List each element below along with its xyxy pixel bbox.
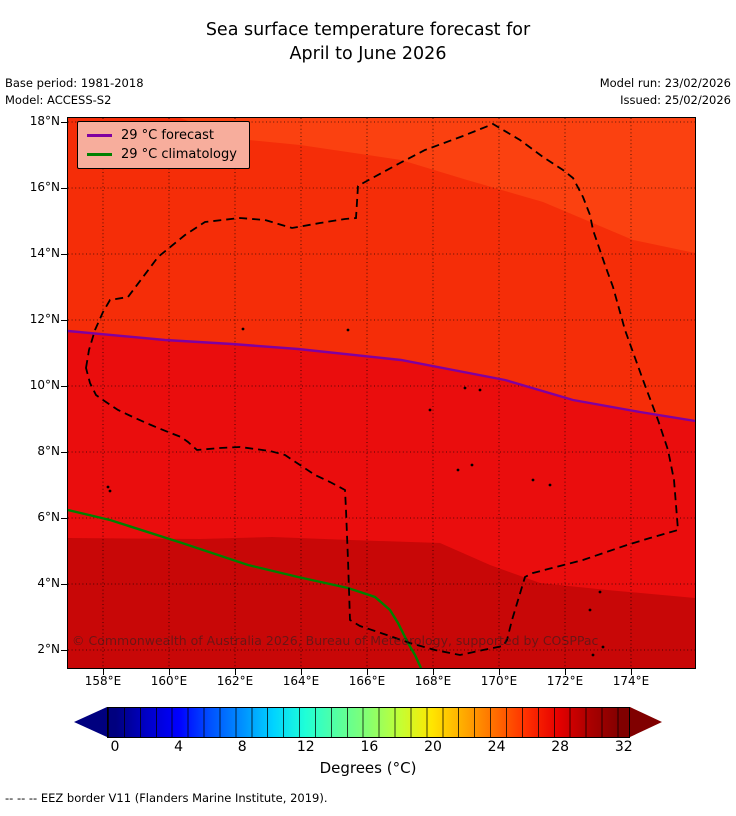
lat-tick: [61, 650, 67, 651]
island-dot: [346, 328, 350, 332]
colorbar-label: Degrees (°C): [319, 759, 417, 777]
island-dot: [531, 478, 535, 482]
copyright-watermark: © Commonwealth of Australia 2026, Bureau…: [72, 633, 599, 648]
colorbar-tick-label: 20: [424, 739, 442, 755]
lon-tick: [565, 669, 566, 675]
legend-row-climatology: 29 °C climatology: [87, 145, 237, 164]
lon-tick: [103, 669, 104, 675]
island-dot: [548, 483, 552, 487]
colorbar-tick-labels: 0 4 8 12 16 20 24 28 32: [74, 738, 662, 758]
legend: 29 °C forecast 29 °C climatology: [77, 121, 250, 169]
lat-tick-label: 12°N: [29, 312, 60, 326]
island-dot: [478, 388, 482, 392]
island-dot: [428, 408, 432, 412]
legend-label-forecast: 29 °C forecast: [121, 128, 214, 143]
lon-tick-label: 170°E: [480, 674, 518, 688]
lon-tick-label: 160°E: [150, 674, 188, 688]
colorbar: 0 4 8 12 16 20 24 28 32: [74, 707, 662, 755]
lat-tick: [61, 518, 67, 519]
colorbar-tick-label: 24: [487, 739, 506, 755]
lat-tick: [61, 254, 67, 255]
lon-tick-label: 174°E: [612, 674, 650, 688]
lon-tick-label: 166°E: [348, 674, 386, 688]
chart-title-line1: Sea surface temperature forecast for: [205, 20, 531, 40]
footer-note: -- -- -- EEZ border V11 (Flanders Marine…: [5, 791, 328, 805]
lat-tick-label: 16°N: [29, 180, 60, 194]
lat-tick-label: 2°N: [37, 642, 60, 656]
lat-tick-label: 6°N: [37, 510, 60, 524]
colorbar-right-arrow: [630, 707, 662, 737]
lat-tick-label: 14°N: [29, 246, 60, 260]
island-dot: [463, 386, 467, 390]
map-plot-area: 29 °C forecast 29 °C climatology © Commo…: [67, 117, 696, 669]
lon-tick: [235, 669, 236, 675]
legend-row-forecast: 29 °C forecast: [87, 126, 237, 145]
lat-tick-label: 18°N: [29, 114, 60, 128]
sst-band-27-28: [180, 118, 695, 253]
lat-tick-label: 4°N: [37, 576, 60, 590]
colorbar-tick-label: 0: [110, 739, 120, 755]
lon-tick-label: 164°E: [282, 674, 320, 688]
colorbar-tick-label: 32: [614, 739, 633, 755]
island-dot: [241, 327, 245, 331]
colorbar-tick-label: 12: [296, 739, 315, 755]
island-dot: [106, 485, 110, 489]
island-dot: [588, 608, 592, 612]
lat-tick: [61, 584, 67, 585]
lat-tick: [61, 320, 67, 321]
colorbar-gradient: [107, 707, 630, 738]
lon-tick: [367, 669, 368, 675]
base-period-label: Base period: 1981-2018: [5, 76, 144, 90]
colorbar-tick-label: 8: [237, 739, 247, 755]
lon-tick-label: 172°E: [546, 674, 584, 688]
climatology-line-swatch: [87, 153, 112, 156]
island-dot: [591, 653, 595, 657]
island-dot: [470, 463, 474, 467]
forecast-29c-contour: [68, 329, 695, 423]
island-dot: [598, 590, 602, 594]
lat-tick: [61, 122, 67, 123]
lat-tick: [61, 386, 67, 387]
colorbar-left-arrow: [74, 707, 107, 737]
model-run-label: Model run: 23/02/2026: [599, 76, 731, 90]
lon-tick: [499, 669, 500, 675]
colorbar-tick-label: 16: [360, 739, 379, 755]
colorbar-tick-label: 4: [174, 739, 184, 755]
issued-label: Issued: 25/02/2026: [620, 93, 731, 107]
island-dot: [456, 468, 460, 472]
island-dot: [601, 645, 605, 649]
eez-border: [85, 122, 679, 656]
lat-tick-label: 10°N: [29, 378, 60, 392]
legend-label-climatology: 29 °C climatology: [121, 147, 237, 162]
lon-tick: [301, 669, 302, 675]
lon-tick-label: 168°E: [414, 674, 452, 688]
island-dot: [108, 489, 112, 493]
lon-tick: [433, 669, 434, 675]
lon-tick: [631, 669, 632, 675]
sst-map-canvas: [68, 118, 695, 668]
climatology-29c-contour: [68, 508, 423, 668]
lon-tick: [169, 669, 170, 675]
lat-tick-label: 8°N: [37, 444, 60, 458]
lon-tick-label: 162°E: [216, 674, 254, 688]
chart-title-line2: April to June 2026: [289, 44, 447, 64]
forecast-line-swatch: [87, 134, 112, 137]
lat-tick: [61, 452, 67, 453]
model-label: Model: ACCESS-S2: [5, 93, 112, 107]
lon-tick-label: 158°E: [84, 674, 122, 688]
lat-tick: [61, 188, 67, 189]
colorbar-tick-label: 28: [551, 739, 570, 755]
